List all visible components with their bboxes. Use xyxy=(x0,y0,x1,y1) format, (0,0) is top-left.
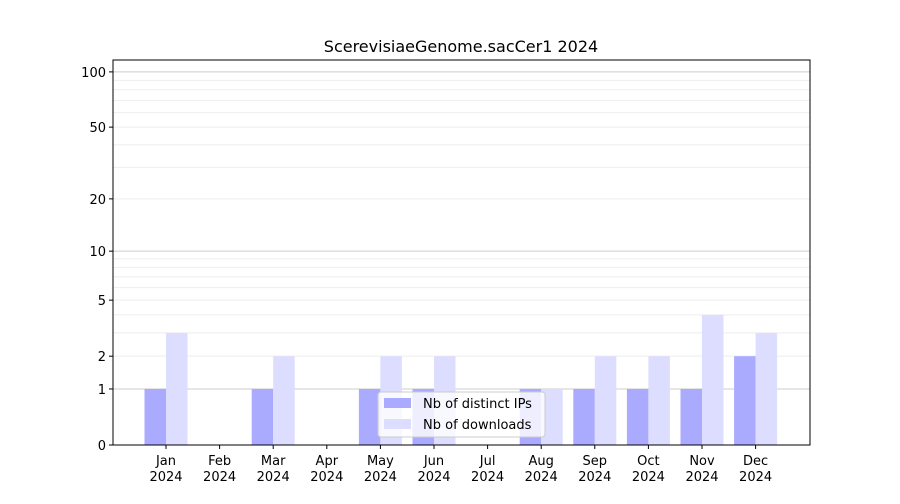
bar-downloads xyxy=(702,314,724,445)
x-tick-label-month: Aug xyxy=(529,454,554,469)
bar-downloads xyxy=(755,332,778,445)
y-tick-label: 20 xyxy=(89,193,106,208)
x-tick-label-year: 2024 xyxy=(257,470,290,485)
x-tick-label-month: Mar xyxy=(261,454,286,469)
bar-downloads xyxy=(541,388,563,445)
bar-ips xyxy=(144,388,166,445)
bar-downloads xyxy=(648,356,670,445)
legend: Nb of distinct IPs Nb of downloads xyxy=(377,391,546,438)
x-tick-label-year: 2024 xyxy=(364,470,397,485)
x-tick-label-month: Oct xyxy=(637,454,659,469)
x-tick-label-year: 2024 xyxy=(525,470,558,485)
x-tick-label-month: Sep xyxy=(583,454,608,469)
bar-ips xyxy=(680,388,702,445)
legend-box xyxy=(377,391,546,438)
legend-label: Nb of distinct IPs xyxy=(423,397,532,412)
x-tick-label-month: Jul xyxy=(479,454,496,469)
x-tick-label-month: Jan xyxy=(155,454,176,469)
x-tick-label-year: 2024 xyxy=(471,470,504,485)
bar-downloads xyxy=(273,356,295,445)
y-tick-label: 0 xyxy=(98,439,106,454)
bar-ips xyxy=(251,388,274,445)
y-tick-label: 100 xyxy=(81,66,106,81)
bar-downloads xyxy=(166,332,188,445)
x-tick-label-month: Feb xyxy=(208,454,231,469)
x-tick-label-year: 2024 xyxy=(203,470,236,485)
y-tick-label: 5 xyxy=(98,294,106,309)
bar-ips xyxy=(626,388,649,445)
x-tick-label-month: Nov xyxy=(689,454,715,469)
legend-swatch xyxy=(384,419,411,429)
x-tick-label-year: 2024 xyxy=(578,470,611,485)
x-tick-label-year: 2024 xyxy=(417,470,450,485)
x-tick-label-month: May xyxy=(367,454,394,469)
x-tick-label-year: 2024 xyxy=(149,470,182,485)
y-tick-label: 2 xyxy=(98,350,106,365)
chart-title: ScerevisiaeGenome.sacCer1 2024 xyxy=(324,37,598,56)
x-tick-label-month: Dec xyxy=(743,454,768,469)
plot-frame xyxy=(112,59,811,446)
x-tick-label-year: 2024 xyxy=(685,470,718,485)
bar-ips xyxy=(734,356,756,445)
x-tick-label-year: 2024 xyxy=(632,470,665,485)
bar-downloads xyxy=(594,356,617,445)
bar-ips xyxy=(573,388,595,445)
y-tick-label: 1 xyxy=(98,383,106,398)
x-tick-label-year: 2024 xyxy=(739,470,772,485)
x-tick-label-month: Jun xyxy=(423,454,444,469)
legend-swatch xyxy=(384,398,411,408)
y-tick-label: 50 xyxy=(89,121,106,136)
x-tick-label-year: 2024 xyxy=(310,470,343,485)
y-tick-label: 10 xyxy=(89,245,106,260)
legend-label: Nb of downloads xyxy=(423,418,532,433)
x-tick-label-month: Apr xyxy=(316,454,339,469)
bar-ips xyxy=(358,388,381,445)
